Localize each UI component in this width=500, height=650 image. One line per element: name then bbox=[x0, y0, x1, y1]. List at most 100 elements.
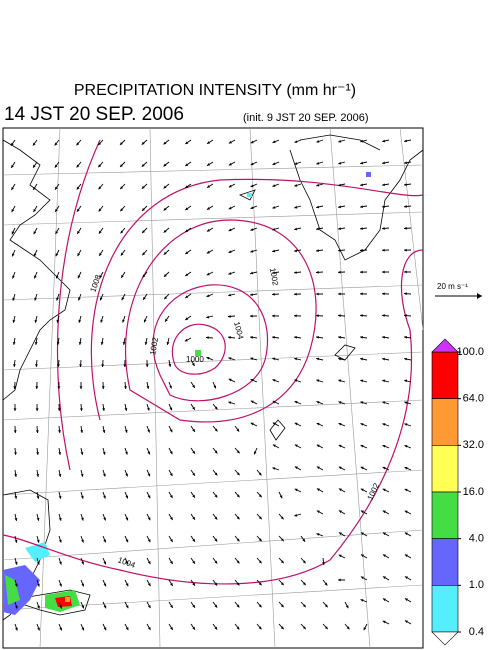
wind-arrow-head bbox=[59, 627, 62, 631]
wind-arrow-head bbox=[294, 271, 297, 274]
wind-arrow-head bbox=[214, 428, 218, 432]
wind-arrow-head bbox=[258, 538, 262, 542]
wind-arrow-head bbox=[76, 208, 80, 212]
wind-arrow-head bbox=[228, 140, 232, 144]
wind-arrow-head bbox=[125, 539, 129, 543]
colorbar: 100.0 64.0 32.0 16.0 4.0 1.0 0.4 bbox=[431, 338, 484, 646]
wind-arrow-head bbox=[360, 335, 363, 339]
wind-arrow-head bbox=[382, 444, 386, 448]
wind-arrow-head bbox=[185, 273, 189, 277]
wind-arrow-head bbox=[360, 227, 363, 230]
wind-arrow-head bbox=[77, 230, 80, 234]
wind-arrow-head bbox=[382, 401, 386, 405]
wind-arrow-head bbox=[163, 141, 167, 145]
wind-arrow-head bbox=[360, 379, 364, 383]
wind-arrow-head bbox=[258, 626, 262, 630]
wind-arrow-head bbox=[206, 336, 209, 340]
wind-arrow-head bbox=[338, 466, 342, 470]
wind-arrow-head bbox=[302, 626, 306, 630]
wind-arrow-head bbox=[80, 451, 84, 455]
wind-arrow-head bbox=[258, 472, 262, 476]
wind-arrow-head bbox=[81, 627, 85, 631]
wind-arrow-head bbox=[236, 472, 240, 476]
wind-arrow-head bbox=[294, 513, 298, 517]
wind-arrow-head bbox=[163, 207, 167, 211]
wind-arrow-head bbox=[316, 292, 319, 296]
wind-arrow-head bbox=[100, 319, 104, 323]
wind-arrow-head bbox=[14, 561, 18, 565]
wind-arrow-head bbox=[345, 605, 349, 609]
wind-arrow-head bbox=[125, 605, 129, 609]
wind-arrow-head bbox=[338, 578, 341, 582]
title: PRECIPITATION INTENSITY (mm hr⁻¹) bbox=[74, 82, 356, 99]
wind-arrow-head bbox=[58, 517, 62, 521]
wind-arrow-head bbox=[11, 187, 15, 191]
wind-arrow-head bbox=[170, 604, 173, 608]
wind-arrow-head bbox=[382, 205, 385, 209]
wind-arrow-head bbox=[37, 605, 40, 609]
wind-arrow-head bbox=[228, 378, 232, 382]
wind-arrow-head bbox=[98, 142, 102, 146]
wind-arrow-head bbox=[214, 582, 218, 586]
wind-arrow-head bbox=[98, 186, 102, 190]
wind-arrow-head bbox=[382, 532, 386, 536]
wind-arrow-head bbox=[81, 539, 84, 543]
wind-arrow-head bbox=[57, 408, 61, 411]
wind-arrow-head bbox=[228, 293, 232, 297]
wind-arrow-head bbox=[338, 227, 341, 231]
wind-arrow-head bbox=[185, 163, 189, 167]
lat-lon-grid bbox=[2, 127, 424, 649]
wind-arrow-head bbox=[360, 444, 364, 448]
wind-arrow-head bbox=[250, 293, 253, 297]
wind-arrow-head bbox=[404, 423, 408, 426]
wind-arrow-head bbox=[12, 297, 16, 301]
wind-arrow-head bbox=[170, 582, 173, 586]
wind-arrow-head bbox=[382, 248, 385, 252]
wind-arrow-head bbox=[280, 516, 284, 520]
wind-arrow-head bbox=[146, 385, 150, 389]
wind-arrow-head bbox=[79, 408, 83, 411]
wind-arrow-head bbox=[58, 452, 62, 455]
wind-arrow-head bbox=[236, 428, 240, 432]
wind-arrow-head bbox=[250, 400, 254, 404]
wind-arrow-head bbox=[302, 538, 306, 542]
wind-arrow-head bbox=[79, 364, 83, 367]
wind-arrow-head bbox=[294, 400, 298, 404]
wind-arrow-head bbox=[147, 561, 151, 565]
wind-arrow-head bbox=[34, 319, 38, 323]
map: 1008 1002 1000 1004 1002 1002 1004 bbox=[2, 127, 424, 649]
vector-scale-head bbox=[477, 293, 482, 299]
wind-arrow-head bbox=[382, 576, 386, 580]
wind-arrow-head bbox=[404, 205, 407, 208]
wind-arrow-head bbox=[76, 164, 80, 168]
wind-arrow-head bbox=[163, 163, 167, 167]
wind-arrow-head bbox=[338, 314, 341, 318]
contour-label: 1002 bbox=[148, 336, 160, 356]
wind-arrow-head bbox=[253, 451, 257, 455]
wind-arrow-head bbox=[294, 379, 298, 382]
wind-arrow-head bbox=[250, 140, 254, 144]
wind-arrow-head bbox=[13, 430, 17, 433]
wind-arrow-head bbox=[12, 319, 16, 323]
wind-arrow-head bbox=[123, 364, 127, 367]
wind-arrow-head bbox=[272, 357, 276, 361]
wind-arrow-head bbox=[272, 379, 276, 382]
wind-arrow-head bbox=[382, 423, 386, 426]
wind-arrow-head bbox=[191, 363, 195, 367]
wind-arrow-head bbox=[58, 539, 62, 543]
wind-arrow-head bbox=[228, 272, 232, 275]
wind-arrow-head bbox=[228, 228, 232, 232]
wind-arrow-head bbox=[316, 533, 320, 536]
wind-arrow-head bbox=[236, 538, 240, 542]
wind-arrow-head bbox=[316, 357, 320, 361]
wind-arrow-head bbox=[206, 250, 210, 254]
wind-arrow-head bbox=[382, 183, 385, 187]
wind-arrow-head bbox=[192, 428, 195, 432]
wind-arrow-head bbox=[294, 292, 297, 296]
wind-arrow-head bbox=[78, 342, 82, 345]
wind-arrow-head bbox=[404, 532, 408, 536]
wind-arrow-head bbox=[33, 186, 36, 190]
wind-arrow-head bbox=[294, 205, 298, 209]
wind-arrow-head bbox=[147, 627, 151, 631]
wind-arrow-head bbox=[272, 335, 275, 339]
